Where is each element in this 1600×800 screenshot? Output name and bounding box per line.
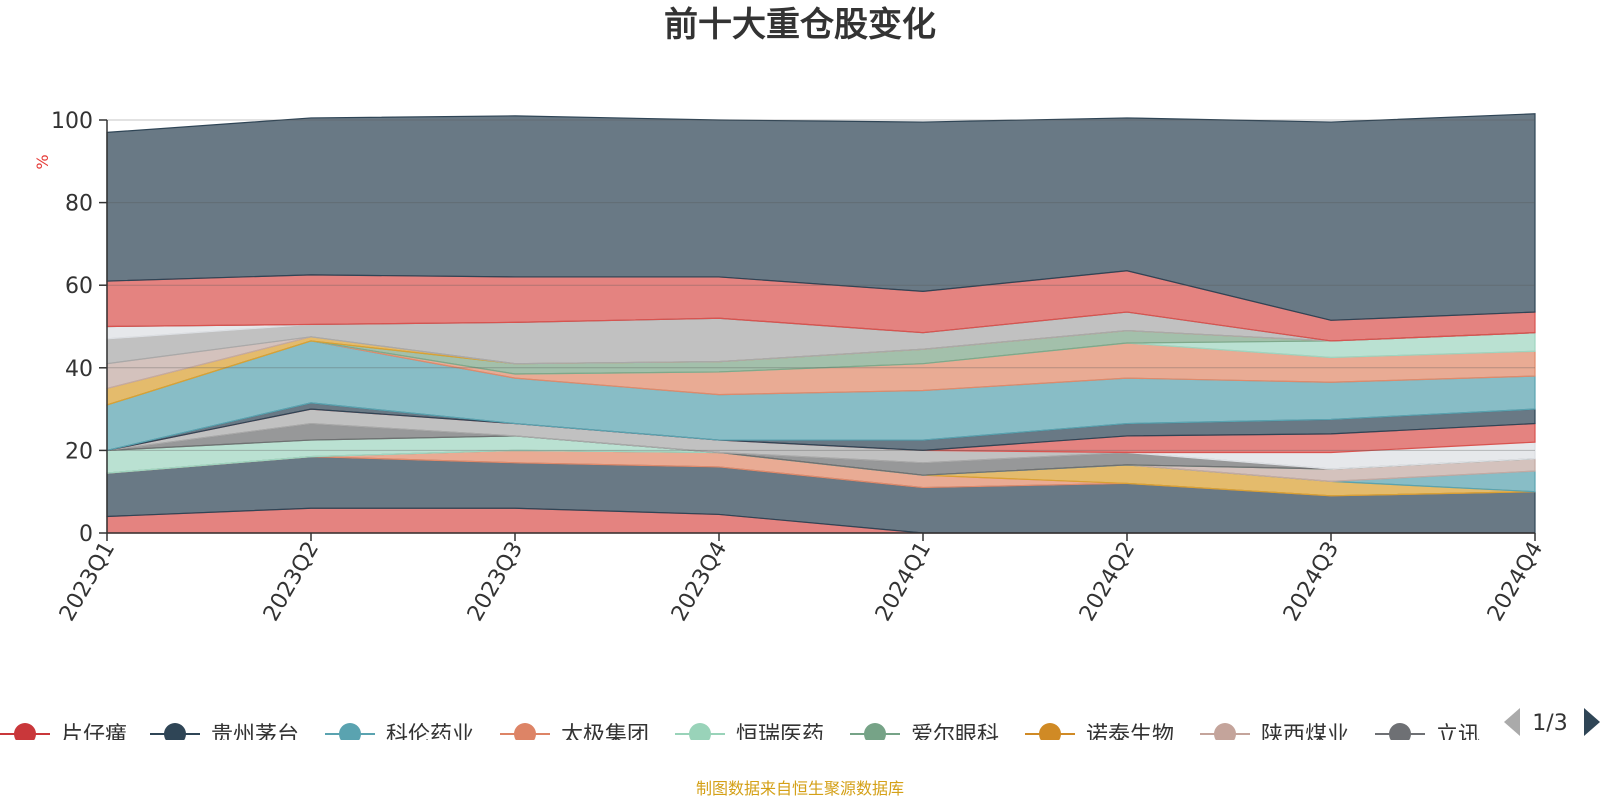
y-tick-label: 0 (79, 522, 93, 547)
legend-item[interactable]: 陕西煤业 (1200, 723, 1349, 748)
x-tick-label: 2024Q2 (1075, 538, 1140, 626)
x-tick-label: 2024Q3 (1279, 538, 1344, 626)
legend-page-indicator: 1/3 (1532, 711, 1567, 736)
area-series-group (106, 113, 1536, 534)
legend-item[interactable]: 片仔癀 (0, 723, 127, 748)
legend-marker-icon (514, 723, 536, 740)
x-axis-ticks: 2023Q1 2023Q2 2023Q3 2023Q4 2024Q1 2024Q2 2024… (55, 533, 1548, 626)
area-series-23 (106, 113, 1536, 321)
y-tick-label: 100 (51, 109, 93, 134)
legend-marker-icon (864, 723, 886, 740)
y-tick-label: 80 (65, 192, 93, 217)
y-tick-label: 60 (65, 274, 93, 299)
legend-label: 恒瑞医药 (736, 723, 824, 748)
legend-marker-icon (164, 723, 186, 740)
x-tick-label: 2023Q4 (667, 538, 732, 626)
legend-next-arrow-icon[interactable] (1584, 708, 1600, 736)
y-tick-label: 20 (65, 439, 93, 464)
legend-label: 太极集团 (561, 723, 649, 748)
legend-item[interactable]: 诺泰生物 (1025, 723, 1174, 748)
legend-label: 科伦药业 (386, 723, 474, 748)
x-tick-label: 2023Q1 (55, 538, 120, 626)
chart-title: 前十大重仓股变化 (664, 5, 936, 45)
y-axis-unit: % (33, 154, 52, 169)
legend-item[interactable]: 恒瑞医药 (675, 723, 824, 748)
legend-marker-icon (1039, 723, 1061, 740)
data-source-note: 制图数据来自恒生聚源数据库 (696, 779, 904, 798)
legend-item[interactable]: 科伦药业 (325, 723, 474, 748)
x-tick-label: 2023Q3 (463, 538, 528, 626)
axes (106, 120, 1535, 534)
legend-prev-arrow-icon[interactable] (1504, 708, 1520, 736)
legend-label: 立讯 (1436, 723, 1480, 748)
legend-item[interactable]: 太极集团 (500, 723, 649, 748)
x-tick-label: 2023Q2 (259, 538, 324, 626)
grid-lines (107, 119, 1535, 534)
legend-marker-icon (689, 723, 711, 740)
legend-marker-icon (1389, 723, 1411, 740)
legend[interactable]: 片仔癀 贵州茅台 科伦药业 太极集团 恒瑞医药 爱尔眼科 诺泰生物 陕西煤业 立讯 (0, 723, 1480, 748)
legend-label: 诺泰生物 (1086, 723, 1174, 748)
legend-item[interactable]: 贵州茅台 (150, 723, 299, 748)
legend-pager[interactable]: 1/3 (1504, 708, 1600, 736)
x-tick-label: 2024Q4 (1483, 538, 1548, 626)
legend-item[interactable]: 立讯 (1375, 723, 1480, 748)
y-tick-label: 40 (65, 357, 93, 382)
legend-label: 爱尔眼科 (911, 723, 999, 748)
legend-item[interactable]: 爱尔眼科 (850, 723, 999, 748)
legend-marker-icon (14, 723, 36, 740)
y-axis-ticks: 0 20 40 60 80 100 (51, 109, 107, 547)
legend-label: 贵州茅台 (211, 723, 299, 748)
legend-marker-icon (1214, 723, 1236, 740)
legend-label: 陕西煤业 (1261, 723, 1349, 748)
legend-marker-icon (339, 723, 361, 740)
legend-label: 片仔癀 (61, 723, 127, 748)
x-tick-label: 2024Q1 (871, 538, 936, 626)
